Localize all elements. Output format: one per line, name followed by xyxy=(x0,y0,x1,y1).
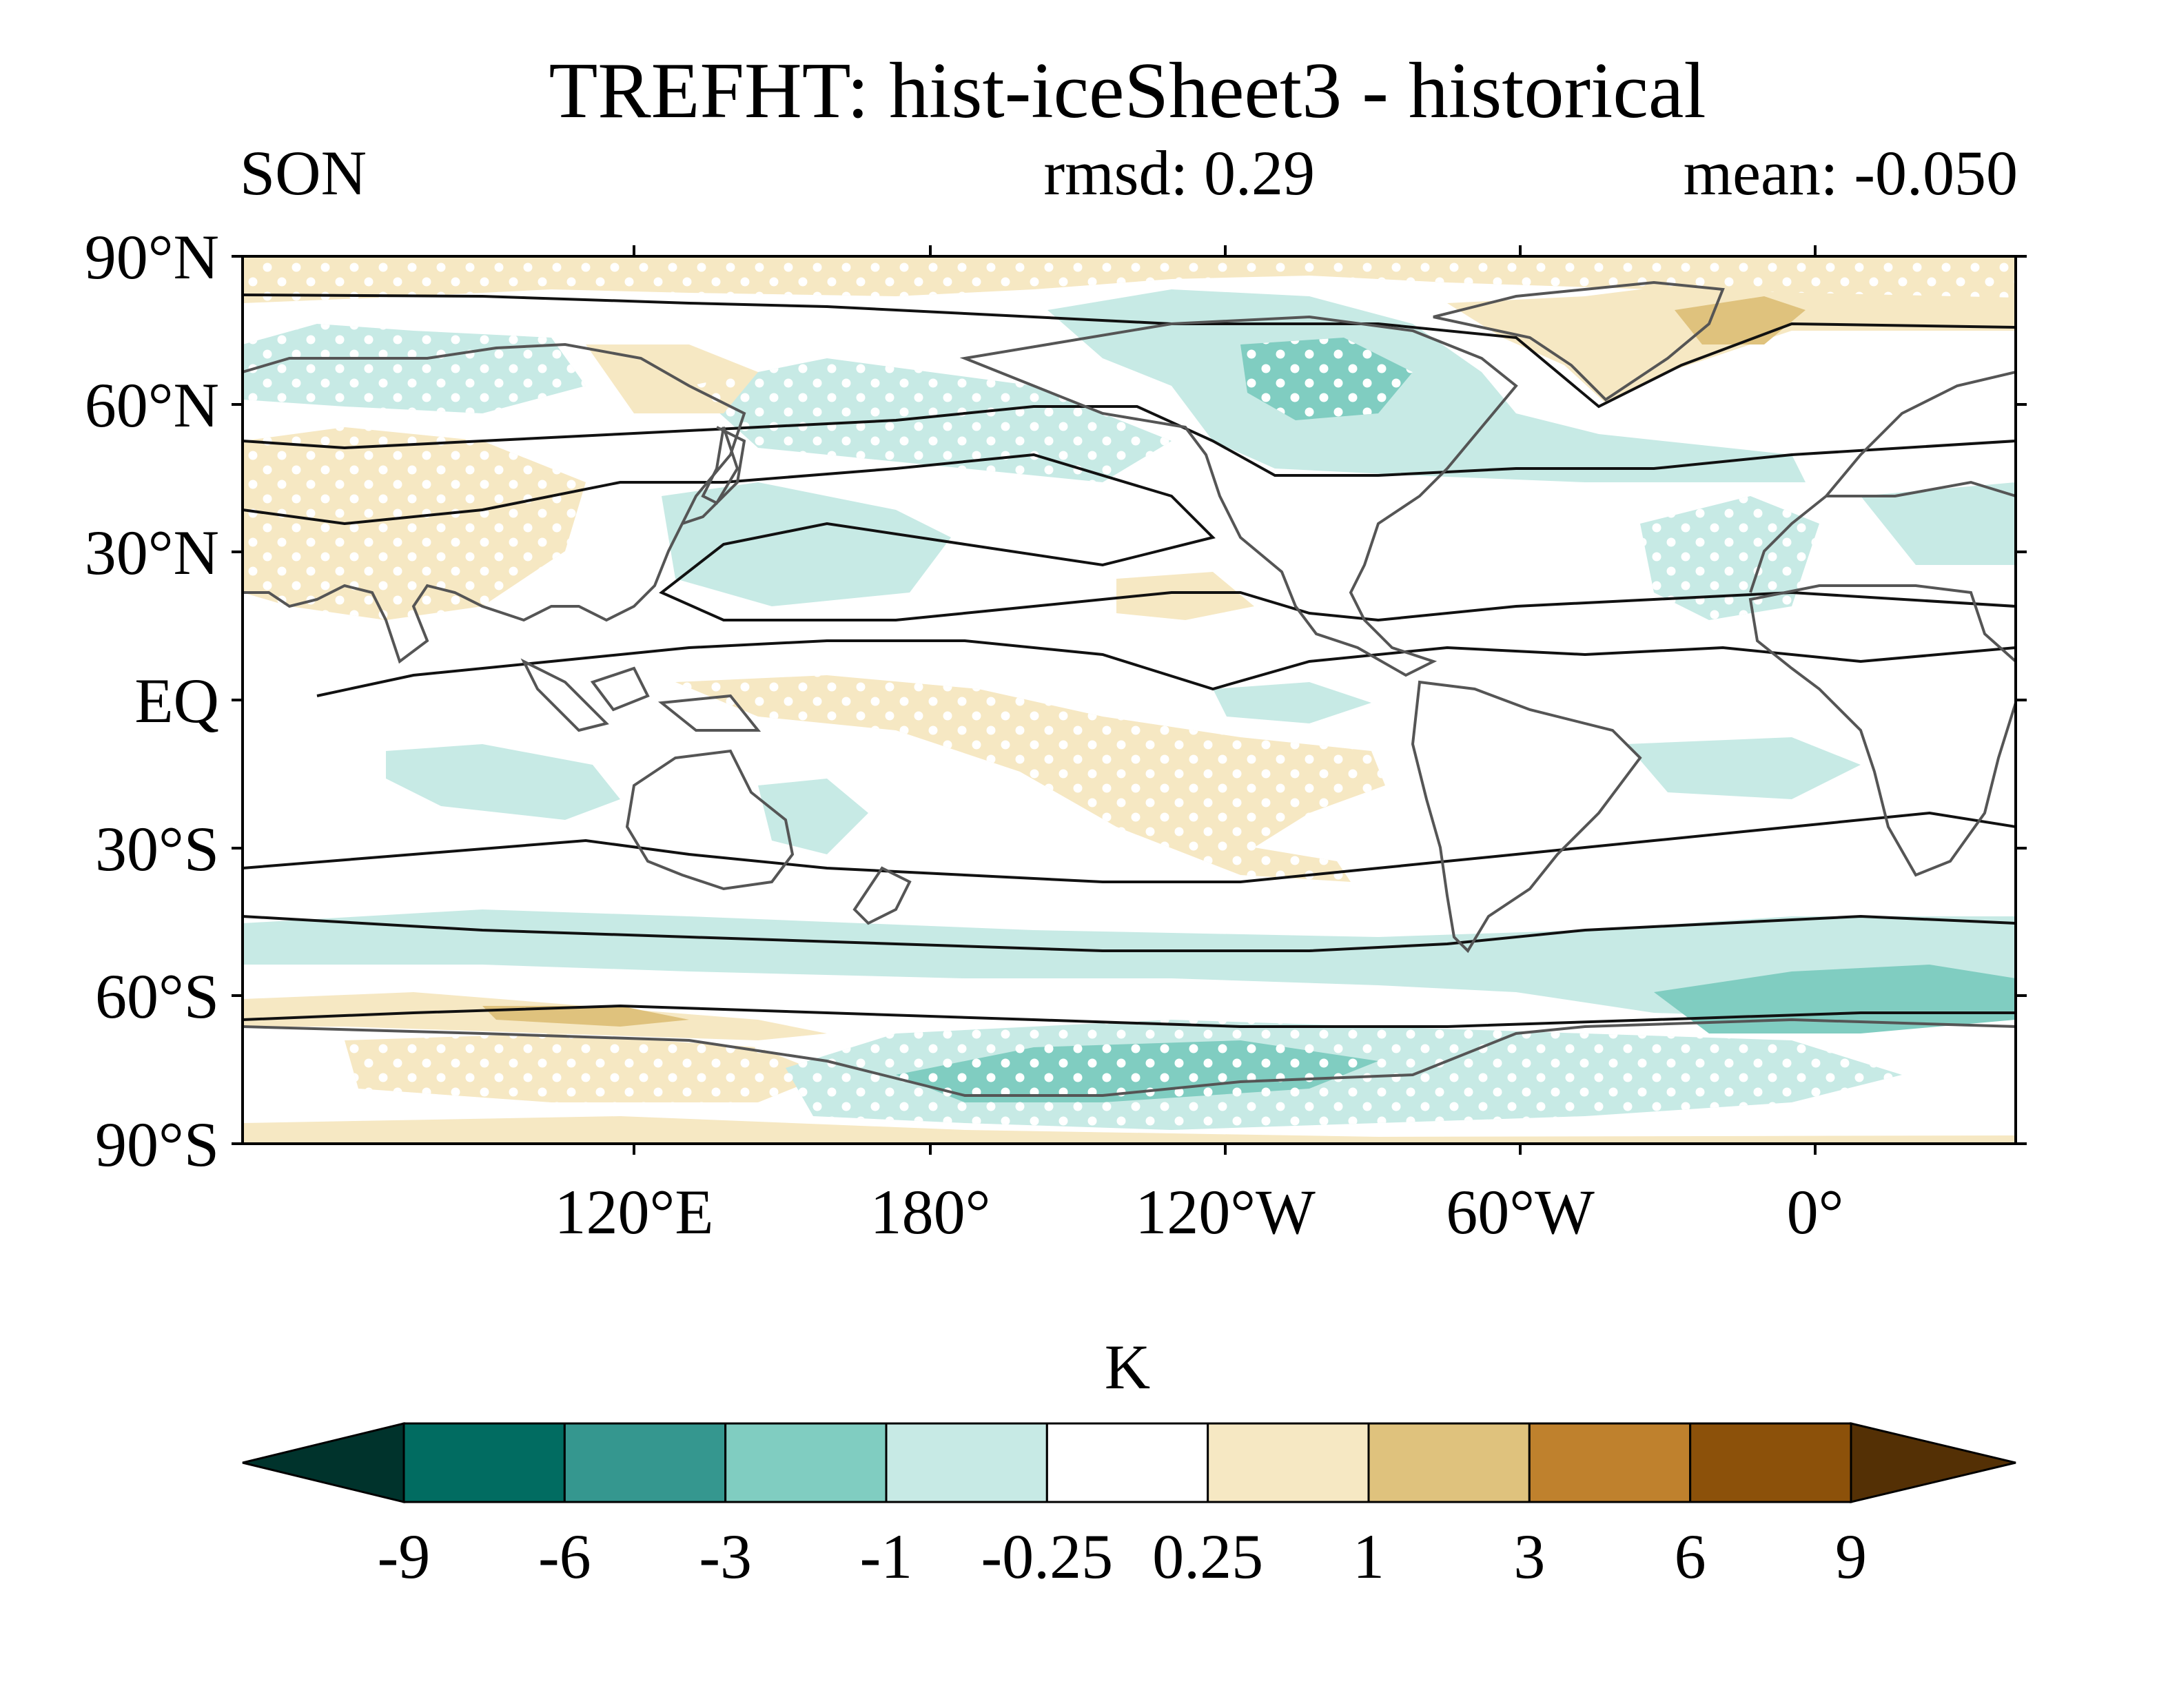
map-panel xyxy=(243,256,2016,1144)
lon-labels: 120°E 180° 120°W 60°W 0° xyxy=(555,1177,1844,1247)
colorbar-box xyxy=(1207,1422,1370,1503)
coastlines xyxy=(243,280,2016,1097)
colorbar-label: 3 xyxy=(1513,1521,1545,1592)
colorbar-label: -3 xyxy=(699,1521,752,1592)
colorbar-label: 0.25 xyxy=(1152,1521,1263,1592)
lat-label: 30°S xyxy=(95,814,219,884)
colorbar-label: 9 xyxy=(1835,1521,1867,1592)
colorbar-label: 1 xyxy=(1353,1521,1384,1592)
lon-label: 0° xyxy=(1787,1177,1844,1247)
colorbar-extend-low xyxy=(242,1422,405,1503)
colorbar-box xyxy=(1367,1422,1531,1503)
lon-label: 120°W xyxy=(1135,1177,1316,1247)
colorbar xyxy=(242,1422,2016,1503)
colorbar-label: -0.25 xyxy=(981,1521,1114,1592)
colorbar-box xyxy=(1528,1422,1692,1503)
lat-label: EQ xyxy=(134,666,219,736)
colorbar-unit: K xyxy=(1105,1332,1150,1402)
colorbar-label: 6 xyxy=(1675,1521,1706,1592)
colorbar-box xyxy=(724,1422,888,1503)
colorbar-box xyxy=(402,1422,566,1503)
colorbar-box xyxy=(1689,1422,1852,1503)
colorbar-label: -6 xyxy=(538,1521,591,1592)
lat-label: 60°N xyxy=(85,370,219,440)
lat-labels: 90°N 60°N 30°N EQ 30°S 60°S 90°S xyxy=(85,222,219,1180)
lat-label: 30°N xyxy=(85,517,219,588)
lon-label: 180° xyxy=(870,1177,991,1247)
colorbar-box xyxy=(1045,1422,1209,1503)
map-title: TREFHT: hist-iceSheet3 - historical xyxy=(549,47,1706,135)
mean-label: mean: -0.050 xyxy=(1684,138,2018,208)
axis-ticks xyxy=(232,245,2027,1155)
lat-label: 90°N xyxy=(85,222,219,292)
climatology-contours xyxy=(243,294,2016,1028)
lat-label: 60°S xyxy=(95,961,219,1031)
season-label: SON xyxy=(240,138,367,208)
colorbar-box xyxy=(563,1422,727,1503)
significance-stipple xyxy=(243,256,2016,1130)
lon-label: 60°W xyxy=(1446,1177,1595,1247)
colorbar-labels: -9 -6 -3 -1 -0.25 0.25 1 3 6 9 xyxy=(378,1521,1867,1592)
colorbar-extend-high xyxy=(1850,1422,2016,1503)
lat-label: 90°S xyxy=(95,1109,219,1180)
rmsd-label: rmsd: 0.29 xyxy=(1043,138,1315,208)
colorbar-box xyxy=(885,1422,1048,1503)
colorbar-label: -9 xyxy=(378,1521,431,1592)
colorbar-label: -1 xyxy=(860,1521,913,1592)
lon-label: 120°E xyxy=(555,1177,714,1247)
